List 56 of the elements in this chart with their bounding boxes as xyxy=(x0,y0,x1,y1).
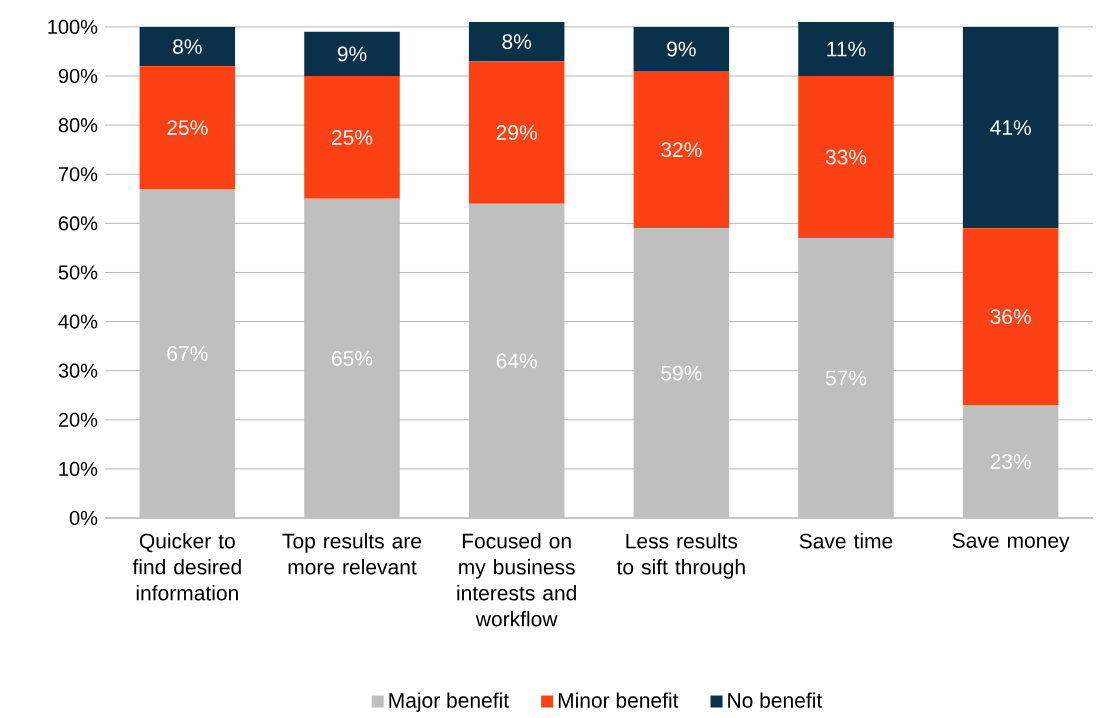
y-tick-label: 40% xyxy=(58,314,98,329)
bar xyxy=(139,26,236,67)
bar xyxy=(962,228,1059,406)
data-label: 57% xyxy=(825,370,867,386)
y-tick-label: 90% xyxy=(58,68,98,84)
data-label: 8% xyxy=(502,34,532,50)
y-tick-label: 100% xyxy=(48,19,98,34)
data-label: 36% xyxy=(990,309,1031,325)
data-label: 25% xyxy=(332,129,373,145)
legend-label: Minor benefit xyxy=(558,692,679,708)
x-tick-label: Save time xyxy=(799,533,893,549)
bar xyxy=(139,66,236,189)
x-tick-label: Focused on my business interests and workflow xyxy=(457,533,576,627)
y-tick-label: 80% xyxy=(58,118,98,133)
bar xyxy=(798,76,894,239)
x-tick-label: Less results to sift through xyxy=(616,533,745,579)
y-tick-label: 70% xyxy=(58,167,98,182)
bar xyxy=(962,405,1059,518)
data-label: 41% xyxy=(990,120,1031,135)
bar xyxy=(304,31,400,77)
legend-label: No benefit xyxy=(728,692,823,708)
x-tick-label: Quicker to find desired information xyxy=(132,533,241,601)
x-tick-label: Save money xyxy=(952,533,1070,553)
data-label: 25% xyxy=(167,120,208,136)
bar xyxy=(468,203,565,518)
y-tick-label: 30% xyxy=(58,363,98,378)
data-label: 11% xyxy=(827,41,866,57)
y-tick-label: 50% xyxy=(58,265,98,280)
bar xyxy=(139,188,236,518)
data-label: 8% xyxy=(173,39,202,54)
legend-label: Major benefit xyxy=(389,692,509,712)
y-tick-label: 20% xyxy=(58,412,98,427)
bar xyxy=(633,26,730,72)
bar xyxy=(633,228,730,518)
data-label: 32% xyxy=(661,142,702,158)
data-label: 29% xyxy=(496,125,537,140)
data-label: 33% xyxy=(825,149,867,165)
y-tick-label: 0% xyxy=(69,510,98,526)
bar xyxy=(633,71,730,229)
data-label: 9% xyxy=(667,41,696,57)
y-tick-label: 10% xyxy=(59,461,98,476)
data-label: 67% xyxy=(167,346,208,361)
bar xyxy=(304,198,400,518)
bar xyxy=(468,61,565,204)
bar xyxy=(798,238,894,518)
bar xyxy=(798,22,894,77)
data-label: 65% xyxy=(332,350,373,366)
data-label: 64% xyxy=(496,353,537,369)
bar xyxy=(304,76,400,199)
x-tick-label: Top results are more relevant xyxy=(282,533,422,575)
y-tick-label: 60% xyxy=(58,216,98,231)
data-label: 59% xyxy=(661,365,702,381)
bar xyxy=(962,26,1059,229)
data-label: 23% xyxy=(990,454,1031,469)
data-label: 9% xyxy=(337,46,367,62)
bar xyxy=(468,22,565,62)
